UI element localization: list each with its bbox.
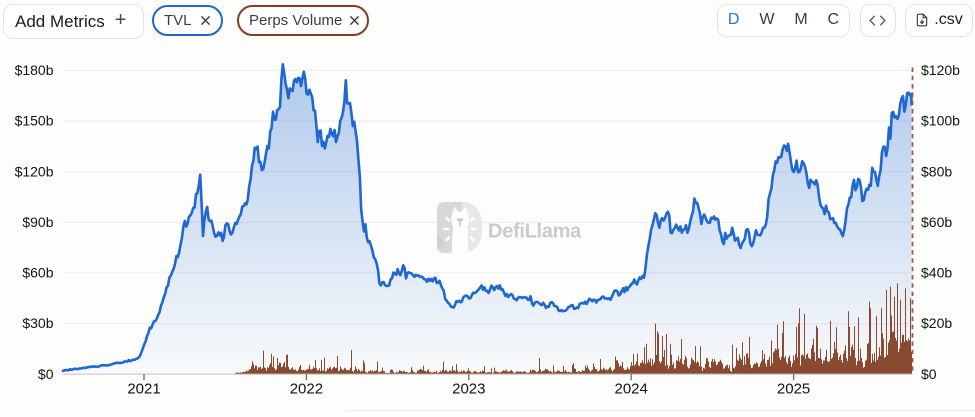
svg-text:$20b: $20b xyxy=(921,315,952,331)
svg-text:2021: 2021 xyxy=(127,381,160,398)
svg-text:DefiLlama: DefiLlama xyxy=(488,221,582,243)
svg-text:$180b: $180b xyxy=(15,62,54,78)
svg-text:$30b: $30b xyxy=(22,315,53,331)
svg-text:$0: $0 xyxy=(38,366,54,382)
svg-text:$60b: $60b xyxy=(921,214,952,230)
svg-text:$150b: $150b xyxy=(15,113,54,129)
svg-text:$120b: $120b xyxy=(15,163,54,179)
svg-text:$120b: $120b xyxy=(921,62,960,78)
svg-text:$90b: $90b xyxy=(22,214,53,230)
svg-text:2022: 2022 xyxy=(290,381,323,398)
svg-text:$0: $0 xyxy=(921,366,937,382)
svg-text:2025: 2025 xyxy=(777,381,810,398)
svg-text:$80b: $80b xyxy=(921,163,952,179)
svg-text:$60b: $60b xyxy=(22,265,53,281)
svg-text:2024: 2024 xyxy=(615,381,648,398)
svg-text:$100b: $100b xyxy=(921,113,960,129)
svg-text:2023: 2023 xyxy=(452,381,485,398)
svg-text:$40b: $40b xyxy=(921,265,952,281)
